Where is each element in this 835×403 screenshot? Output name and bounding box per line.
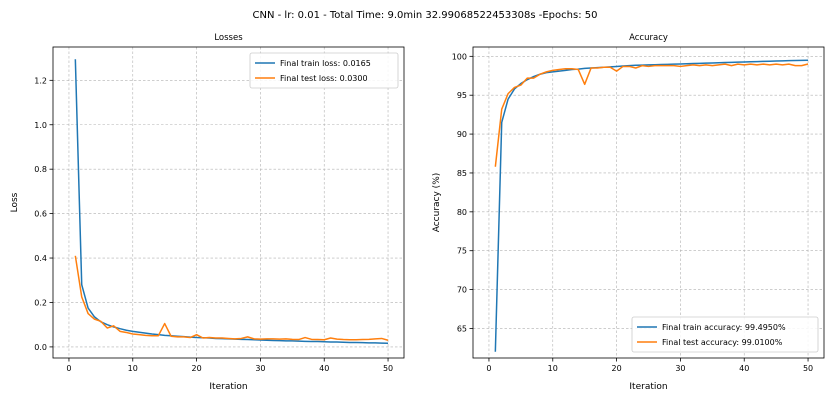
legend-box (249, 52, 399, 89)
series-line-test (74, 255, 389, 341)
y-tick-label: 65 (457, 324, 467, 333)
legend-label-train: Final train loss: 0.0165 (280, 59, 371, 68)
y-tick-label: 80 (457, 208, 467, 217)
chart-title: Losses (214, 33, 243, 43)
y-tick-label: 95 (457, 91, 467, 100)
plot-frame (472, 46, 825, 359)
y-tick-label: 0.2 (34, 298, 47, 307)
x-tick-label: 10 (548, 364, 558, 373)
y-tick-label: 0.4 (34, 254, 47, 263)
y-tick-label: 75 (457, 247, 467, 256)
y-tick-label: 0.8 (34, 165, 47, 174)
x-axis-label: Iteration (209, 382, 247, 392)
x-axis-label: Iteration (629, 382, 667, 392)
plot-frame (52, 46, 405, 359)
x-tick-label: 20 (191, 364, 201, 373)
x-tick-label: 50 (383, 364, 393, 373)
y-tick-label: 0.0 (34, 343, 47, 352)
x-tick-label: 10 (128, 364, 138, 373)
x-tick-label: 0 (66, 364, 71, 373)
x-tick-label: 0 (486, 364, 491, 373)
legend: Final train accuracy: 99.4950% Final test… (631, 316, 819, 353)
y-tick-label: 85 (457, 169, 467, 178)
y-tick-label: 1.0 (34, 121, 47, 130)
y-tick-label: 70 (457, 286, 467, 295)
x-tick-label: 30 (675, 364, 685, 373)
y-tick-label: 100 (452, 52, 467, 61)
y-tick-label: 1.2 (34, 76, 47, 85)
series-line-test (494, 63, 809, 167)
x-tick-label: 50 (803, 364, 813, 373)
y-axis-label: Loss (10, 192, 20, 212)
figure-suptitle: CNN - lr: 0.01 - Total Time: 9.0min 32.9… (253, 10, 598, 21)
legend-label-test: Final test loss: 0.0300 (280, 74, 368, 83)
legend-box (631, 316, 819, 353)
y-tick-label: 0.6 (34, 210, 47, 219)
x-tick-label: 40 (319, 364, 329, 373)
series-line-train (494, 59, 809, 352)
x-tick-label: 20 (611, 364, 621, 373)
x-tick-label: 30 (255, 364, 265, 373)
chart-title: Accuracy (629, 33, 668, 43)
legend-label-train: Final train accuracy: 99.4950% (662, 323, 786, 332)
y-axis-label: Accuracy (%) (432, 173, 442, 233)
legend: Final train loss: 0.0165 Final test loss:… (249, 52, 399, 89)
x-tick-label: 40 (739, 364, 749, 373)
legend-label-test: Final test accuracy: 99.0100% (662, 338, 783, 347)
accuracy-chart: 0 10 20 30 40 50 65 70 75 80 85 90 95 100 Accuracy Iter… (432, 33, 825, 392)
y-tick-label: 90 (457, 130, 467, 139)
losses-chart: 0 10 20 30 40 50 0.0 0.2 0.4 0.6 0.8 1.0 1.2 Losses It… (10, 33, 405, 392)
